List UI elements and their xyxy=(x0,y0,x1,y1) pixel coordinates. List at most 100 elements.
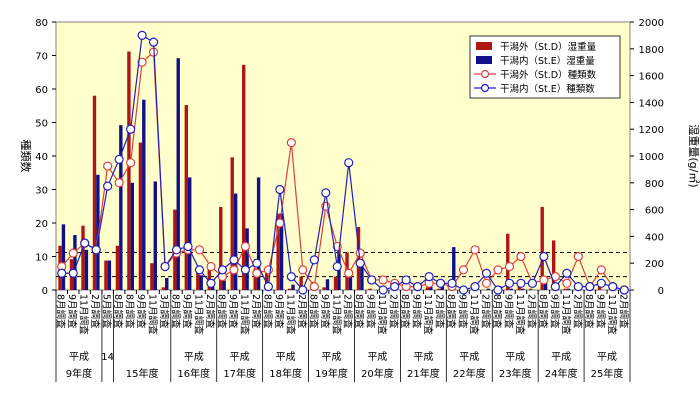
y-left-tick-label: 20 xyxy=(35,219,48,230)
series-point xyxy=(401,275,411,285)
legend-swatch xyxy=(476,42,492,50)
y-right-tick-label: 1800 xyxy=(639,45,664,56)
x-tick-label: 11月調査 xyxy=(330,294,342,335)
bar xyxy=(322,287,326,290)
x-tick-label: 8月調査 xyxy=(491,294,503,329)
x-tick-label: 9月調査 xyxy=(457,294,469,329)
bar xyxy=(291,284,295,290)
legend-label: 干潟外（St.D）湿重量 xyxy=(500,41,597,53)
x-tick-label: 9月調査 xyxy=(66,294,78,329)
series-point xyxy=(148,37,159,47)
year-label-bottom: 17年度 xyxy=(223,367,256,380)
x-tick-label: 5月調査 xyxy=(101,294,113,329)
series-point xyxy=(344,268,354,278)
series-point xyxy=(539,251,549,262)
series-point xyxy=(596,265,606,275)
year-label-bottom: 24年度 xyxy=(545,367,578,380)
x-tick-label: 2月調査 xyxy=(89,294,101,329)
series-point xyxy=(424,272,434,282)
y-left-label: 種類数 xyxy=(19,140,33,173)
series-point xyxy=(539,275,549,285)
legend-marker xyxy=(480,83,490,93)
x-tick-label: 9月調査 xyxy=(273,294,285,329)
legend-label: 干潟外（St.D）種類数 xyxy=(500,69,597,81)
bar xyxy=(119,125,123,291)
series-point xyxy=(516,278,526,288)
x-tick-label: 9月調査 xyxy=(319,294,331,329)
x-tick-label: 11月調査 xyxy=(193,294,205,335)
bar xyxy=(520,288,525,290)
y-left-tick-label: 0 xyxy=(42,286,48,297)
bar xyxy=(486,288,490,290)
series-point xyxy=(240,265,251,275)
bar xyxy=(138,142,143,290)
x-tick-label: 9月調査 xyxy=(365,294,377,329)
x-tick-label: 8月調査 xyxy=(55,294,67,329)
bar xyxy=(84,249,89,290)
year-label-top: 平成 xyxy=(276,351,296,363)
x-tick-label: 8月調査 xyxy=(215,294,227,329)
bar xyxy=(127,51,131,291)
series-point xyxy=(504,278,515,288)
series-point xyxy=(608,282,618,292)
series-point xyxy=(252,268,262,278)
legend-label: 干潟内（St.E）湿重量 xyxy=(500,55,595,67)
series-point xyxy=(286,272,296,282)
x-tick-label: 2月調査 xyxy=(296,294,308,329)
x-tick-label: 8月調査 xyxy=(112,294,124,329)
x-tick-label: 11月調査 xyxy=(560,294,572,335)
bar xyxy=(425,287,430,290)
x-tick-label: 8月調査 xyxy=(399,294,411,329)
bar xyxy=(184,105,189,290)
y-left-tick-label: 30 xyxy=(35,186,48,197)
bar xyxy=(529,288,533,290)
series-point xyxy=(68,268,78,278)
year-label-bottom: 22年度 xyxy=(453,367,486,380)
series-point xyxy=(275,184,285,195)
series-point xyxy=(80,238,90,248)
series-point xyxy=(309,255,319,265)
series-point xyxy=(137,57,147,67)
series-point xyxy=(447,278,457,288)
x-tick-label: 8月調査 xyxy=(307,294,319,329)
year-label-top: 平成 xyxy=(322,351,342,363)
bar xyxy=(115,245,120,290)
year-label-bottom: 9年度 xyxy=(66,367,92,380)
bar xyxy=(287,288,292,290)
series-point xyxy=(275,218,285,228)
y-left-tick-label: 10 xyxy=(35,253,48,264)
series-point xyxy=(504,261,515,272)
bar xyxy=(130,182,135,290)
year-label-top: 平成 xyxy=(367,351,387,363)
bar xyxy=(104,260,108,290)
bar xyxy=(96,174,100,290)
x-tick-label: 9月調査 xyxy=(594,294,606,329)
x-tick-label: 11月調査 xyxy=(78,294,90,335)
year-label-bottom: 18年度 xyxy=(269,367,302,380)
x-tick-label: 2月調査 xyxy=(525,294,537,329)
bar xyxy=(81,225,85,290)
y-right-tick-label: 0 xyxy=(658,286,664,297)
y-right-tick-label: 1200 xyxy=(639,125,664,136)
bar xyxy=(150,263,154,290)
series-point xyxy=(458,265,469,275)
series-point xyxy=(332,261,342,272)
series-point xyxy=(550,282,560,292)
bar xyxy=(509,288,513,290)
series-point xyxy=(435,278,446,288)
bar xyxy=(142,99,146,290)
x-tick-label: 9月調査 xyxy=(135,294,147,329)
bar xyxy=(165,277,169,290)
series-point xyxy=(390,282,400,292)
y-right-tick-label: 2000 xyxy=(639,18,664,29)
series-point xyxy=(68,248,78,258)
year-label-top: 平成 xyxy=(505,351,525,363)
series-point xyxy=(344,158,354,168)
x-tick-label: 11月調査 xyxy=(284,294,296,335)
x-tick-label: 9月調査 xyxy=(227,294,239,329)
x-tick-label: 11月調査 xyxy=(606,294,618,335)
bar xyxy=(176,58,180,291)
y-right-tick-label: 1400 xyxy=(639,98,664,109)
x-tick-label: 11月調査 xyxy=(422,294,434,335)
